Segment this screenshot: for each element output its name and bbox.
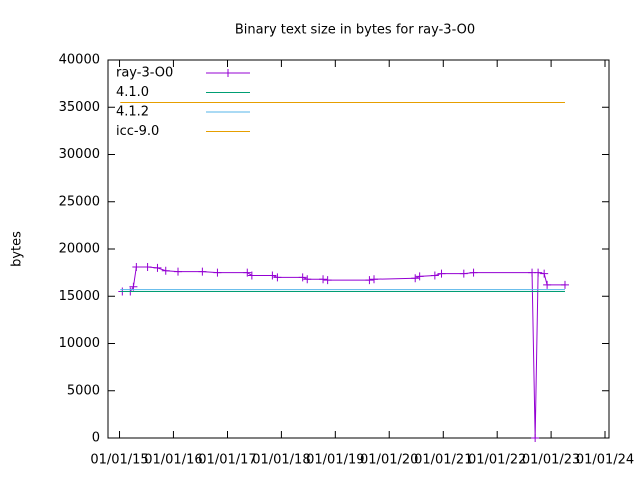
chart-title: Binary text size in bytes for ray-3-O0 bbox=[235, 23, 475, 38]
point-marker bbox=[198, 267, 207, 276]
point-marker bbox=[430, 271, 439, 280]
x-tick-label: 01/01/18 bbox=[252, 453, 310, 468]
x-tick-label: 01/01/16 bbox=[144, 453, 202, 468]
legend-label: 4.1.0 bbox=[116, 85, 149, 100]
point-marker bbox=[174, 267, 183, 276]
x-tick-label: 01/01/23 bbox=[522, 453, 580, 468]
point-marker bbox=[303, 275, 312, 284]
point-marker bbox=[370, 275, 379, 284]
x-tick-label: 01/01/17 bbox=[198, 453, 256, 468]
point-marker bbox=[560, 280, 569, 289]
y-axis-label: bytes bbox=[10, 231, 25, 267]
legend-marker bbox=[224, 69, 232, 77]
legend-label: icc-9.0 bbox=[116, 124, 159, 139]
y-tick-label: 15000 bbox=[59, 289, 100, 304]
point-marker bbox=[534, 268, 543, 277]
point-marker bbox=[247, 271, 256, 280]
x-tick-label: 01/01/19 bbox=[306, 453, 364, 468]
point-marker bbox=[161, 266, 170, 275]
x-tick-label: 01/01/20 bbox=[360, 453, 418, 468]
y-tick-label: 0 bbox=[92, 431, 100, 446]
point-marker bbox=[319, 275, 328, 284]
y-tick-label: 5000 bbox=[67, 383, 100, 398]
series-line bbox=[122, 266, 565, 439]
point-marker bbox=[298, 273, 307, 282]
point-marker bbox=[415, 272, 424, 281]
legend-label: 4.1.2 bbox=[116, 105, 149, 120]
point-marker bbox=[143, 262, 152, 271]
point-marker bbox=[540, 269, 549, 278]
point-marker bbox=[469, 268, 478, 277]
legend-label: ray-3-O0 bbox=[116, 66, 173, 81]
y-tick-label: 40000 bbox=[59, 53, 100, 68]
point-marker bbox=[213, 268, 222, 277]
point-marker bbox=[459, 269, 468, 278]
y-tick-label: 30000 bbox=[59, 147, 100, 162]
point-marker bbox=[365, 276, 374, 285]
point-marker bbox=[437, 269, 446, 278]
point-marker bbox=[268, 271, 277, 280]
y-tick-label: 20000 bbox=[59, 242, 100, 257]
x-tick-label: 01/01/15 bbox=[90, 453, 148, 468]
point-marker bbox=[543, 280, 552, 289]
y-tick-label: 25000 bbox=[59, 194, 100, 209]
point-marker bbox=[273, 273, 282, 282]
point-marker bbox=[531, 434, 540, 442]
point-marker bbox=[132, 262, 141, 271]
point-marker bbox=[243, 268, 252, 277]
x-tick-label: 01/01/24 bbox=[576, 453, 634, 468]
point-marker bbox=[153, 263, 162, 272]
x-tick-label: 01/01/22 bbox=[468, 453, 526, 468]
y-tick-label: 35000 bbox=[59, 100, 100, 115]
point-marker bbox=[411, 274, 420, 283]
y-tick-label: 10000 bbox=[59, 336, 100, 351]
x-tick-label: 01/01/21 bbox=[414, 453, 472, 468]
point-marker bbox=[323, 276, 332, 285]
